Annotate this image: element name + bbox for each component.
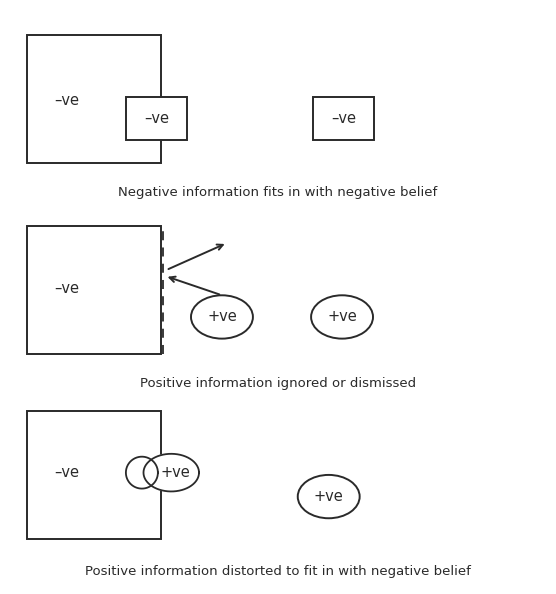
Text: +ve: +ve — [161, 465, 190, 480]
Text: –ve: –ve — [331, 111, 356, 126]
Text: Positive information distorted to fit in with negative belief: Positive information distorted to fit in… — [85, 565, 471, 578]
Ellipse shape — [298, 475, 360, 518]
Bar — [27, 226, 161, 354]
Text: +ve: +ve — [314, 489, 344, 504]
Ellipse shape — [191, 295, 253, 339]
Text: +ve: +ve — [207, 309, 237, 324]
Ellipse shape — [311, 295, 373, 339]
Polygon shape — [126, 457, 158, 489]
Bar — [27, 411, 161, 539]
Bar — [312, 97, 374, 140]
Bar — [126, 97, 187, 140]
Text: –ve: –ve — [54, 93, 80, 108]
Text: –ve: –ve — [145, 111, 170, 126]
Text: +ve: +ve — [327, 309, 357, 324]
Text: Negative information fits in with negative belief: Negative information fits in with negati… — [118, 186, 438, 199]
Text: –ve: –ve — [54, 281, 80, 296]
Text: –ve: –ve — [54, 465, 80, 480]
Text: Positive information ignored or dismissed: Positive information ignored or dismisse… — [140, 377, 416, 390]
Bar — [27, 34, 161, 163]
Polygon shape — [143, 454, 199, 491]
